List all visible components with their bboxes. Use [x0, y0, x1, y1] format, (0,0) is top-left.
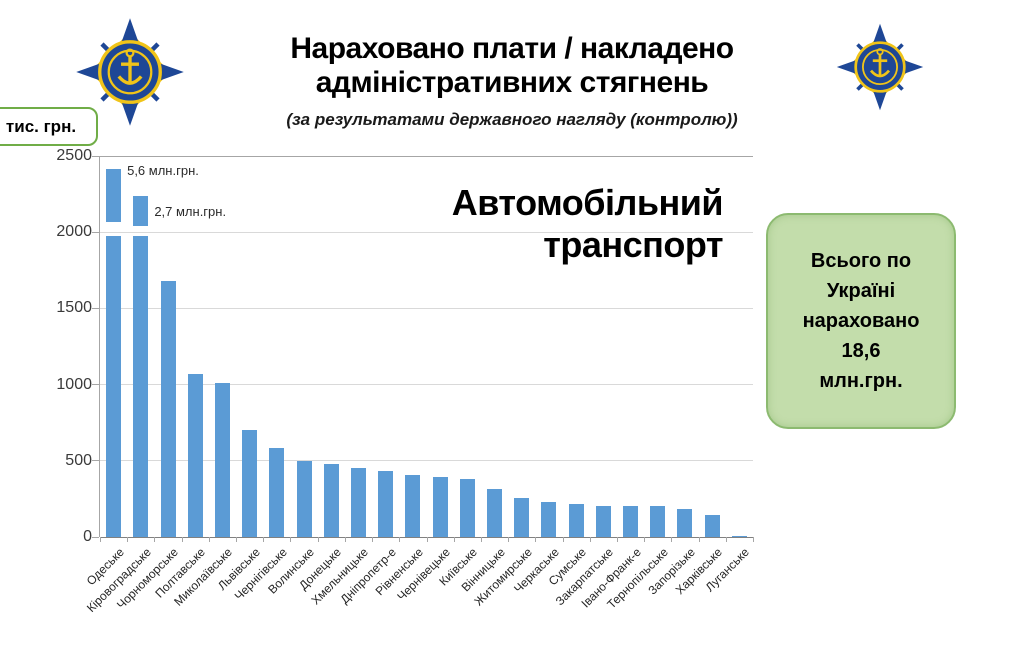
- y-axis-unit-box: тис. грн.: [0, 107, 98, 146]
- x-axis-tick: [753, 537, 754, 542]
- x-axis-tick: [317, 537, 319, 542]
- bar-Кіровоградське-top: [133, 195, 149, 227]
- bar-Тернопільське: [650, 505, 666, 537]
- bar-Миколаївське: [214, 383, 230, 537]
- x-axis-tick: [399, 537, 401, 542]
- x-axis-tick: [535, 537, 537, 542]
- x-axis-tick: [480, 537, 482, 542]
- bar-Луганське: [731, 536, 747, 538]
- x-axis-tick: [508, 537, 510, 542]
- gridline: [100, 384, 753, 386]
- x-axis-tick: [671, 537, 673, 542]
- gridline: [100, 460, 753, 462]
- y-axis-label: 1000: [56, 375, 92, 393]
- bar-annotation: 2,7 млн.грн.: [154, 203, 227, 219]
- transport-inspection-emblem-icon: [74, 16, 186, 128]
- x-axis-tick: [589, 537, 591, 542]
- y-axis-tick: [92, 307, 99, 309]
- y-axis-label: 1500: [56, 299, 92, 317]
- bar-Черкаське: [541, 501, 557, 537]
- x-axis-tick: [236, 537, 238, 542]
- y-axis-unit-label: тис. грн.: [5, 116, 77, 136]
- page-title: Нараховано плати / накладено адміністрат…: [290, 32, 734, 99]
- x-axis-tick: [372, 537, 374, 542]
- bar-Полтавське: [187, 373, 203, 537]
- bar-Запорізьке: [677, 509, 693, 537]
- bar-Харківське: [704, 515, 720, 537]
- bar-Чернівецьке: [432, 476, 448, 537]
- bar-Рівненське: [405, 474, 421, 537]
- bar-Закарпатське: [595, 505, 611, 537]
- x-axis-tick: [154, 537, 156, 542]
- bar-Хмельницьке: [350, 467, 366, 537]
- y-axis-line: [99, 156, 100, 537]
- y-axis-label: 0: [83, 528, 92, 545]
- x-axis-tick: [344, 537, 346, 542]
- y-axis-tick: [92, 460, 99, 462]
- x-axis-tick: [100, 537, 101, 542]
- y-axis-tick: [92, 384, 99, 386]
- chart-title: Автомобільний транспорт: [451, 182, 724, 266]
- x-axis-tick: [644, 537, 646, 542]
- x-axis-tick: [698, 537, 700, 542]
- x-axis-tick: [725, 537, 727, 542]
- transport-inspection-emblem-icon: [835, 22, 925, 112]
- bar-Донецьке: [323, 464, 339, 537]
- total-summary-text: Всього по Україні нараховано 18,6 млн.гр…: [802, 250, 920, 392]
- y-axis-label: 2000: [56, 223, 92, 241]
- bar-Чернігівське: [269, 447, 285, 537]
- bar-Одеське-top: [106, 168, 122, 223]
- bar-annotation: 5,6 млн.грн.: [127, 162, 199, 178]
- y-axis-label: 2500: [56, 147, 92, 164]
- x-axis-tick: [426, 537, 428, 542]
- bar-Волинське: [296, 460, 312, 537]
- bar-Івано-Франк-е: [623, 505, 639, 537]
- bar-Одеське: [106, 236, 122, 537]
- y-axis-tick: [92, 155, 99, 157]
- page-subtitle: (за результатами державного нагляду (кон…: [286, 110, 738, 129]
- x-axis-tick: [263, 537, 265, 542]
- total-summary-box: Всього по Україні нараховано 18,6 млн.гр…: [766, 213, 956, 429]
- bar-chart: Автомобільний транспорт 0 500 1000 1500 2000…: [56, 147, 754, 615]
- bar-Львівське: [242, 430, 258, 537]
- y-axis-label: 500: [65, 451, 92, 469]
- y-axis-tick: [92, 231, 99, 233]
- bar-Київське: [459, 479, 475, 537]
- bar-Дніпропетр-е: [378, 470, 394, 537]
- gridline: [100, 307, 753, 309]
- gridline: [100, 155, 753, 157]
- bar-Сумське: [568, 504, 584, 537]
- x-axis-tick: [181, 537, 183, 542]
- y-axis-tick: [92, 536, 99, 538]
- x-axis-tick: [562, 537, 564, 542]
- x-axis-tick: [453, 537, 455, 542]
- gridline: [100, 231, 753, 233]
- x-axis-tick: [208, 537, 210, 542]
- bar-Вінницьке: [487, 489, 503, 537]
- bar-Чорноморське: [160, 280, 176, 537]
- x-axis-tick: [290, 537, 292, 542]
- x-axis-tick: [616, 537, 618, 542]
- bar-Житомирське: [514, 498, 530, 537]
- bar-Кіровоградське: [133, 236, 149, 537]
- x-axis-tick: [127, 537, 129, 542]
